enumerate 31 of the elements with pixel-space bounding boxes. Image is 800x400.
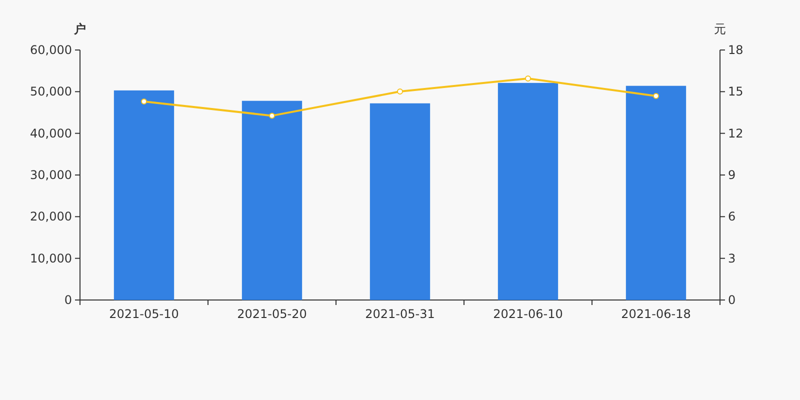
bar bbox=[626, 86, 686, 300]
y2-tick-label: 15 bbox=[728, 84, 744, 99]
x-tick-label: 2021-06-10 bbox=[493, 307, 563, 321]
point bbox=[397, 88, 403, 95]
point bbox=[653, 92, 659, 99]
y-tick-label: 60,000 bbox=[30, 43, 72, 57]
bar bbox=[242, 100, 302, 300]
y2-tick-label: 3 bbox=[728, 251, 736, 266]
y-tick-label: 50,000 bbox=[30, 84, 72, 99]
y-tick-label: 0 bbox=[64, 293, 72, 307]
point bbox=[525, 75, 531, 82]
y2-tick-label: 12 bbox=[728, 126, 744, 140]
x-tick-label: 2021-05-20 bbox=[237, 307, 307, 321]
y-tick-label: 40,000 bbox=[30, 126, 72, 140]
y-tick-label: 20,000 bbox=[30, 210, 72, 224]
y-tick-label: 30,000 bbox=[30, 168, 72, 182]
y2-tick-label: 6 bbox=[728, 210, 736, 224]
y-axis-title: 户 bbox=[73, 22, 86, 36]
y2-axis-title: 元 bbox=[714, 22, 726, 36]
y2-tick-label: 18 bbox=[728, 43, 744, 57]
bar bbox=[498, 82, 558, 300]
point bbox=[141, 98, 147, 105]
y-tick-label: 10,000 bbox=[30, 251, 72, 266]
x-tick-label: 2021-05-10 bbox=[109, 307, 179, 321]
bar bbox=[370, 103, 430, 300]
x-tick-label: 2021-06-18 bbox=[621, 307, 691, 321]
x-tick-label: 2021-05-31 bbox=[365, 307, 435, 321]
point bbox=[269, 112, 275, 119]
y2-tick-label: 9 bbox=[728, 168, 736, 182]
bar bbox=[114, 90, 174, 300]
y2-tick-label: 0 bbox=[728, 293, 736, 307]
